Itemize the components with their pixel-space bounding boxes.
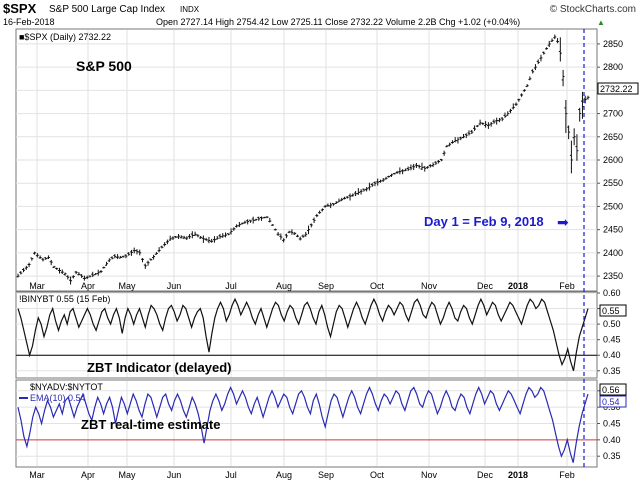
x-tick-label: Oct	[370, 281, 385, 291]
y-tick-label: 0.35	[603, 451, 621, 461]
price-legend: ■$SPX (Daily) 2732.22	[19, 32, 111, 42]
price-y-tick-label: 2850	[603, 39, 623, 49]
x-tick-label: Oct	[370, 470, 385, 480]
estimate-ema-value-label: 0.54	[602, 397, 620, 407]
x-tick-label: Apr	[81, 470, 95, 480]
x-tick-label: May	[118, 470, 136, 480]
estimate-x-axis: Mar Apr May Jun Jul Aug Sep Oct Nov Dec 2018 Feb	[29, 470, 575, 480]
zbt-last-value-box	[599, 304, 627, 317]
zbt-last-value-label: 0.55	[602, 306, 620, 316]
price-y-tick-label: 2800	[603, 62, 623, 72]
price-y-axis: 2350240024502500255026002650270027502800…	[597, 39, 623, 281]
header-name: S&P 500 Large Cap Index	[49, 4, 165, 15]
x-tick-label: Mar	[29, 281, 45, 291]
price-last-value-label: 2732.22	[600, 84, 633, 94]
x-tick-label: Dec	[477, 470, 494, 480]
price-last-value-box	[597, 82, 639, 95]
x-tick-label: Sep	[318, 470, 334, 480]
estimate-ema-value-box	[599, 395, 627, 408]
zbt-series-line	[17, 297, 589, 371]
header-exchange: INDX	[180, 5, 200, 14]
price-y-tick-label: 2450	[603, 225, 623, 235]
x-tick-label: Jul	[225, 281, 237, 291]
header-quote: Open 2727.14 High 2754.42 Low 2725.11 Cl…	[156, 17, 520, 27]
zbt-y-axis: 0.35 0.40 0.45 0.50 0.55 0.60	[597, 288, 621, 376]
price-y-tick-label: 2550	[603, 178, 623, 188]
price-y-tick-label: 2500	[603, 201, 623, 211]
price-chart-title: S&P 500	[76, 58, 132, 74]
x-tick-label: Aug	[276, 470, 292, 480]
y-tick-label: 0.35	[603, 366, 621, 376]
x-tick-label: May	[118, 281, 136, 291]
x-tick-label: Nov	[421, 470, 438, 480]
x-tick-label: Jul	[225, 470, 237, 480]
x-tick-label: Feb	[559, 470, 575, 480]
estimate-ema-line	[17, 386, 589, 463]
price-y-tick-label: 2700	[603, 109, 623, 119]
estimate-title: ZBT real-time estimate	[81, 417, 220, 432]
price-y-tick-label: 2650	[603, 132, 623, 142]
y-tick-label: 0.50	[603, 319, 621, 329]
estimate-legend-ratio: $NYADV:$NYTOT	[30, 382, 103, 392]
x-tick-label: 2018	[508, 470, 528, 480]
x-tick-label: Feb	[559, 281, 575, 291]
y-tick-label: 0.40	[603, 350, 621, 360]
price-ohlc-series	[16, 34, 590, 285]
estimate-legend-ema: EMA(10) 0.54	[30, 393, 86, 403]
header-quote-arrow: ▲	[597, 18, 605, 27]
y-tick-label: 0.45	[603, 419, 621, 429]
zbt-title: ZBT Indicator (delayed)	[87, 360, 231, 375]
day1-annotation: Day 1 = Feb 9, 2018	[424, 214, 544, 229]
x-tick-label: 2018	[508, 281, 528, 291]
zbt-panel-frame	[15, 291, 598, 379]
header-date: 16-Feb-2018	[3, 17, 55, 27]
estimate-last-value-box	[599, 383, 627, 396]
day1-arrow-icon: ➡	[557, 214, 569, 230]
price-grid	[16, 30, 597, 290]
x-tick-label: Jun	[167, 281, 182, 291]
x-tick-label: Jun	[167, 470, 182, 480]
header-ticker: $SPX	[3, 1, 37, 16]
y-tick-label: 0.60	[603, 288, 621, 298]
x-tick-label: Dec	[477, 281, 494, 291]
x-tick-label: Sep	[318, 281, 334, 291]
price-y-tick-label: 2350	[603, 271, 623, 281]
estimate-last-value-label: 0.56	[602, 385, 620, 395]
y-tick-label: 0.45	[603, 335, 621, 345]
zbt-legend: !BINYBT 0.55 (15 Feb)	[19, 294, 110, 304]
x-tick-label: Aug	[276, 281, 292, 291]
x-tick-label: Mar	[29, 470, 45, 480]
price-y-tick-label: 2400	[603, 248, 623, 258]
y-tick-label: 0.40	[603, 435, 621, 445]
x-tick-label: Nov	[421, 281, 438, 291]
price-y-tick-label: 2600	[603, 155, 623, 165]
x-tick-label: Apr	[81, 281, 95, 291]
price-x-axis: Mar Apr May Jun Jul Aug Sep Oct Nov Dec 2018 Feb	[29, 281, 575, 291]
header-source: © StockCharts.com	[550, 4, 636, 15]
